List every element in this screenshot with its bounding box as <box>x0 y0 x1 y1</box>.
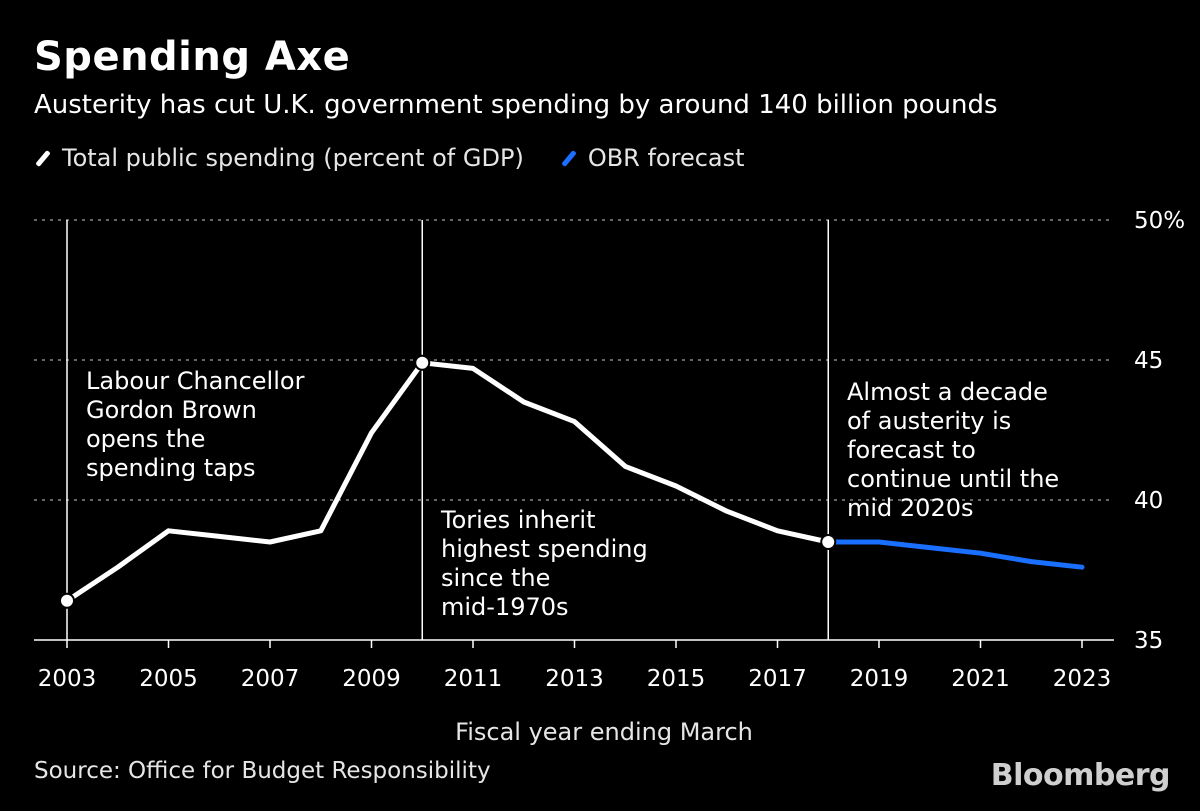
x-tick-label: 2015 <box>647 666 706 692</box>
x-tick-label: 2017 <box>748 666 807 692</box>
source-note: Source: Office for Budget Responsibility <box>34 758 491 784</box>
annotation-line: mid 2020s <box>847 494 974 522</box>
x-tick-label: 2013 <box>545 666 604 692</box>
annotation-line: opens the <box>86 425 205 453</box>
annotation-line: spending taps <box>86 454 256 482</box>
x-axis-title: Fiscal year ending March <box>455 718 753 746</box>
series-line-total <box>64 360 831 604</box>
x-tick-label: 2007 <box>241 666 300 692</box>
x-tick-label: 2019 <box>850 666 909 692</box>
x-tick-label: 2003 <box>38 666 97 692</box>
legend-item-total: Total public spending (percent of GDP) <box>34 144 524 172</box>
annotation-line: forecast to <box>847 436 976 464</box>
y-tick-label: 40 <box>1134 488 1163 514</box>
annotation-labour: Labour Chancellor Gordon Brown opens the sp… <box>86 367 305 482</box>
data-point-marker <box>820 534 837 550</box>
annotation-line: Labour Chancellor <box>86 367 305 395</box>
y-tick-label: 35 <box>1134 628 1163 654</box>
annotation-line: of austerity is <box>847 407 1011 435</box>
bloomberg-logo: Bloomberg <box>990 758 1171 793</box>
legend-label-total: Total public spending (percent of GDP) <box>62 144 524 172</box>
data-point-marker <box>414 354 431 371</box>
annotation-line: highest spending <box>441 535 648 563</box>
annotation-line: continue until the <box>847 465 1059 493</box>
annotation-austerity: Almost a decade of austerity is forecast t… <box>847 378 1059 522</box>
y-tick-label: 50% <box>1134 208 1185 234</box>
annotation-tories: Tories inherit highest spending since the m… <box>440 506 648 621</box>
x-tick-label: 2005 <box>139 666 198 692</box>
chart-subtitle: Austerity has cut U.K. government spendi… <box>34 90 998 120</box>
legend: Total public spending (percent of GDP) O… <box>34 144 745 172</box>
annotation-line: Almost a decade <box>847 378 1048 406</box>
data-point-marker <box>59 592 75 609</box>
x-tick-label: 2011 <box>444 666 503 692</box>
annotation-line: Tories inherit <box>440 506 596 534</box>
y-tick-label: 45 <box>1134 348 1163 374</box>
x-tick-label: 2021 <box>951 666 1010 692</box>
legend-label-forecast: OBR forecast <box>587 144 745 172</box>
annotation-line: mid-1970s <box>441 593 569 621</box>
legend-item-forecast: OBR forecast <box>560 144 745 172</box>
x-tick-label: 2023 <box>1053 666 1112 692</box>
annotation-line: Gordon Brown <box>86 396 257 424</box>
annotation-line: since the <box>441 564 550 592</box>
x-tick-label: 2009 <box>342 666 401 692</box>
series-line-forecast <box>825 539 1085 570</box>
chart-title: Spending Axe <box>34 34 351 80</box>
